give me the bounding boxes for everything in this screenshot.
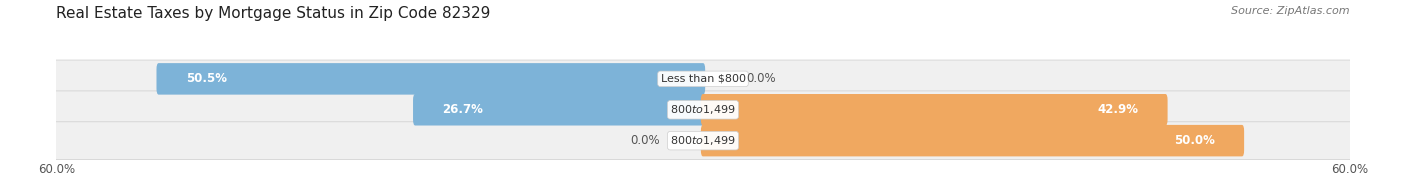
FancyBboxPatch shape <box>53 91 1353 129</box>
Text: Source: ZipAtlas.com: Source: ZipAtlas.com <box>1232 6 1350 16</box>
Text: Less than $800: Less than $800 <box>661 74 745 84</box>
FancyBboxPatch shape <box>156 63 706 95</box>
FancyBboxPatch shape <box>700 94 1167 125</box>
Text: $800 to $1,499: $800 to $1,499 <box>671 103 735 116</box>
FancyBboxPatch shape <box>413 94 706 125</box>
Text: $800 to $1,499: $800 to $1,499 <box>671 134 735 147</box>
Text: 0.0%: 0.0% <box>747 72 776 85</box>
FancyBboxPatch shape <box>53 122 1353 160</box>
Text: Real Estate Taxes by Mortgage Status in Zip Code 82329: Real Estate Taxes by Mortgage Status in … <box>56 6 491 21</box>
FancyBboxPatch shape <box>53 60 1353 98</box>
FancyBboxPatch shape <box>700 125 1244 156</box>
Text: 50.0%: 50.0% <box>1174 134 1215 147</box>
Text: 50.5%: 50.5% <box>186 72 226 85</box>
Text: 26.7%: 26.7% <box>441 103 484 116</box>
Text: 0.0%: 0.0% <box>630 134 659 147</box>
Text: 42.9%: 42.9% <box>1098 103 1139 116</box>
